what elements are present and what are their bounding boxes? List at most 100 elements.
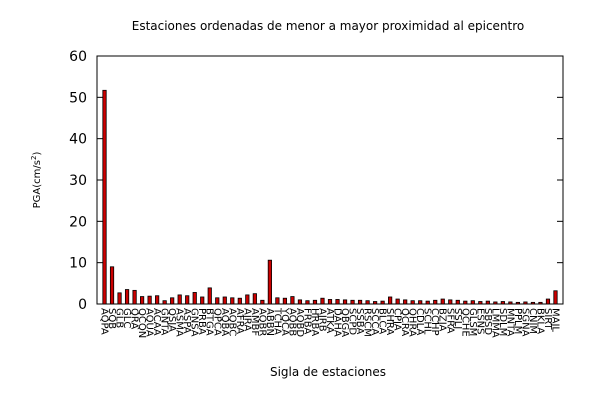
x-tick-label: GLC	[121, 308, 132, 328]
x-tick-label: BKLA	[534, 308, 545, 334]
bar	[327, 299, 333, 305]
bar	[410, 300, 415, 305]
x-tick-label: QSJA	[166, 308, 177, 332]
bar	[365, 300, 370, 305]
bar	[485, 300, 490, 305]
bar	[124, 289, 130, 305]
x-tick-label: SCPD	[347, 308, 358, 335]
bar	[162, 300, 167, 305]
x-tick-label: ABBN	[264, 308, 275, 336]
x-tick-label: AQBA	[219, 308, 230, 336]
x-tick-label: AQBB	[286, 308, 297, 336]
bar	[320, 297, 325, 305]
x-tick-label: ASPA	[181, 308, 192, 334]
y-tick-label: 50	[69, 90, 87, 106]
y-axis-label-sup: 2	[30, 156, 38, 160]
x-tick-label: CCHP	[429, 308, 440, 336]
bar	[350, 299, 355, 305]
x-tick-label: ATKA	[324, 308, 335, 334]
bar	[433, 299, 438, 305]
x-tick-label: AMBF	[249, 308, 260, 336]
bar	[147, 295, 152, 305]
x-tick-label: FRBA	[301, 308, 312, 335]
x-tick-label: TCHA	[271, 307, 282, 335]
bar	[380, 300, 385, 305]
bar	[102, 89, 107, 305]
bar	[530, 301, 536, 305]
bar	[275, 297, 280, 305]
bar	[545, 298, 551, 305]
bar	[230, 297, 235, 305]
bar	[515, 301, 520, 305]
bar	[252, 293, 257, 305]
y-tick-label: 10	[69, 256, 87, 272]
x-tick-label: QCRA	[399, 308, 410, 336]
x-tick-label: QCHE	[459, 308, 470, 337]
x-tick-label: CPJA	[392, 308, 403, 331]
x-tick-label: QBGA	[339, 308, 350, 337]
bar	[388, 296, 393, 305]
bar	[418, 300, 423, 305]
x-tick-label: BLCA	[377, 308, 388, 334]
bar	[312, 299, 318, 305]
x-tick-label: AQBC	[226, 308, 237, 336]
bar	[185, 295, 190, 305]
y-tick-label: 30	[69, 173, 87, 189]
x-tick-label: SIRT	[542, 308, 553, 331]
x-tick-label: SQB	[106, 308, 117, 329]
bar	[373, 301, 378, 305]
x-tick-labels: AQPASQBGLBGLCQRAQCQNAQUAACAAGNTAQSJAASMA…	[99, 307, 561, 338]
bar	[170, 297, 175, 305]
bar	[455, 299, 460, 305]
x-tick-label: ACAA	[151, 308, 162, 336]
bar	[155, 295, 160, 305]
bar	[508, 301, 513, 305]
x-tick-label: AQPA	[99, 308, 110, 335]
plot-frame	[96, 55, 564, 305]
bar	[395, 298, 400, 305]
bar	[500, 301, 505, 305]
x-tick-label: QPCA	[211, 308, 222, 336]
bar	[357, 299, 363, 305]
x-tick-label: GNSA	[189, 308, 200, 337]
bar	[282, 297, 287, 305]
bar	[493, 301, 498, 305]
x-tick-label: YQCA	[279, 307, 290, 336]
x-tick-label: AQBD	[294, 308, 305, 337]
bar	[297, 299, 303, 305]
bars	[102, 89, 558, 305]
axes	[96, 55, 564, 305]
x-tick-label: MNTA	[504, 308, 515, 336]
x-tick-label: SSLJ	[452, 308, 463, 329]
x-tick-label: QRA	[129, 308, 140, 329]
x-tick-label: BZJA	[437, 308, 448, 331]
bar	[463, 300, 468, 305]
chart-title: Estaciones ordenadas de menor a mayor pr…	[132, 19, 525, 33]
bar	[109, 266, 115, 305]
bar	[538, 301, 543, 305]
x-tick-label: HRBA	[309, 308, 320, 336]
x-tick-label: SGNA	[519, 308, 530, 337]
y-ticks: 0 10 20 30 40 50 60	[69, 49, 563, 313]
x-tick-label: AJRA	[241, 308, 252, 331]
bar	[342, 299, 348, 305]
x-tick-label: SFRA	[444, 308, 455, 334]
x-tick-label: CDLA	[414, 308, 425, 335]
x-axis-label: Sigla de estaciones	[270, 365, 386, 379]
bar	[335, 299, 340, 305]
x-tick-label: SCHL	[422, 308, 433, 335]
bar	[140, 296, 145, 305]
x-tick-label: QCQN	[136, 308, 147, 338]
x-tick-label: SBSD	[482, 308, 493, 335]
x-tick-label: MAJL	[549, 308, 560, 332]
bar	[440, 298, 445, 305]
bar	[200, 296, 205, 305]
x-tick-label: QHRA	[407, 308, 418, 337]
bar	[260, 299, 265, 305]
x-tick-label: SHRA	[384, 308, 395, 335]
x-tick-label: AJRB	[316, 308, 327, 332]
bar	[177, 294, 182, 305]
bar	[470, 300, 475, 305]
x-tick-label: ESNS	[474, 308, 485, 335]
